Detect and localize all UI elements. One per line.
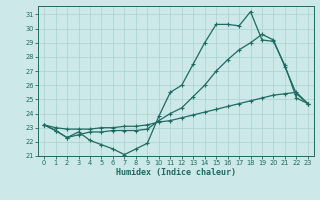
- X-axis label: Humidex (Indice chaleur): Humidex (Indice chaleur): [116, 168, 236, 177]
